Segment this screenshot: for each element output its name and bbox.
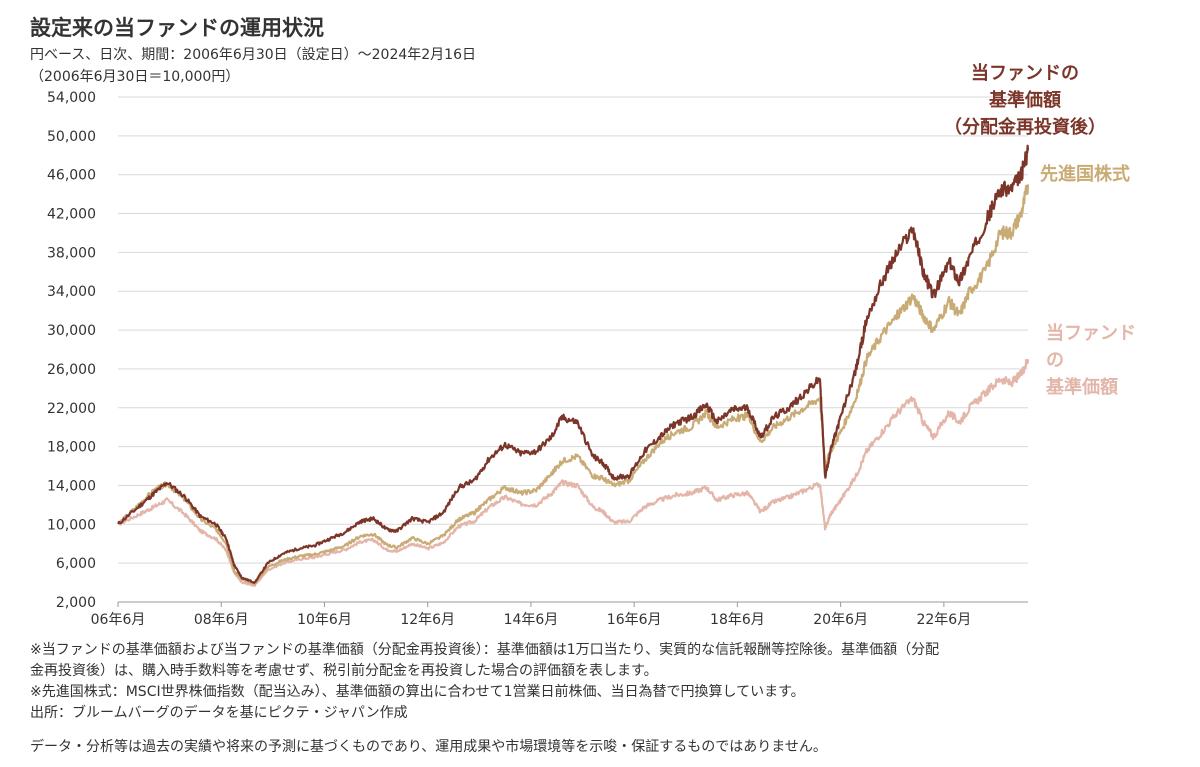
series-label-line: 当ファンド: [1046, 323, 1136, 344]
series-line-0: [117, 144, 1030, 584]
y-tick-label: 46,000: [47, 168, 96, 184]
line-chart: 54,000 50,000 46,000 42,000 38,000 34,000 30,0…: [47, 90, 1030, 628]
y-tick-label: 26,000: [47, 362, 96, 378]
footnote: ※当ファンドの基準価額および当ファンドの基準価額（分配金再投資後）：基準価額は1…: [30, 642, 940, 658]
y-tick-label: 6,000: [56, 556, 96, 572]
x-tick-label: 22年6月: [916, 612, 971, 628]
chart-subtitle: 円ベース、日次、期間：2006年6月30日（設定日）〜2024年2月16日: [30, 47, 476, 63]
y-tick-label: 2,000: [56, 595, 96, 611]
series-label-line: の: [1046, 350, 1064, 371]
y-tick-label: 50,000: [47, 129, 96, 145]
series-label-line: 基準価額: [989, 90, 1061, 111]
x-tick-label: 06年6月: [91, 612, 146, 628]
y-tick-label: 54,000: [47, 90, 96, 106]
chart-title: 設定来の当ファンドの運用状況: [30, 16, 324, 40]
footnotes: ※当ファンドの基準価額および当ファンドの基準価額（分配金再投資後）：基準価額は1…: [30, 640, 1170, 724]
footnote: 金再投資後）は、購入時手数料等を考慮せず、税引前分配金を再投資した場合の評価額を…: [30, 663, 658, 679]
y-tick-label: 34,000: [47, 284, 96, 300]
grid-lines: [118, 96, 1028, 603]
x-tick-label: 16年6月: [607, 612, 662, 628]
y-tick-label: 14,000: [47, 478, 96, 494]
x-tick-label: 18年6月: [710, 612, 765, 628]
y-tick-label: 30,000: [47, 323, 96, 339]
x-tick-label: 14年6月: [504, 612, 559, 628]
series-lines: [117, 144, 1030, 587]
series-label-line: 当ファンドの: [971, 63, 1079, 84]
y-tick-label: 38,000: [47, 245, 96, 261]
series-label-nav: 当ファンド の 基準価額: [1046, 320, 1136, 401]
series-line-2: [117, 358, 1030, 587]
disclaimer: データ・分析等は過去の実績や将来の予測に基づくものであり、運用成果や市場環境等を…: [30, 739, 827, 755]
series-label-line: （分配金再投資後）: [944, 117, 1106, 138]
y-tick-label: 42,000: [47, 207, 96, 223]
x-tick-label: 20年6月: [813, 612, 868, 628]
y-tick-label: 22,000: [47, 401, 96, 417]
x-axis-ticks: 06年6月 08年6月 10年6月 12年6月 14年6月 16年6月 18年6月 20年6月…: [91, 602, 971, 628]
y-tick-label: 18,000: [47, 440, 96, 456]
chart-base-note: （2006年6月30日＝10,000円）: [30, 69, 240, 85]
series-line-1: [117, 184, 1030, 586]
x-tick-label: 08年6月: [194, 612, 249, 628]
y-axis-ticks: 54,000 50,000 46,000 42,000 38,000 34,000 30,0…: [47, 90, 96, 611]
series-label-line: 基準価額: [1046, 377, 1118, 398]
series-label-developed: 先進国株式: [1040, 164, 1130, 185]
y-tick-label: 10,000: [47, 517, 96, 533]
footnote: ※先進国株式：MSCI世界株価指数（配当込み）、基準価額の算出に合わせて1営業日…: [30, 684, 805, 700]
series-label-nav-reinvested: 当ファンドの 基準価額 （分配金再投資後）: [920, 60, 1130, 141]
x-tick-label: 12年6月: [400, 612, 455, 628]
x-tick-label: 10年6月: [297, 612, 352, 628]
footnote: 出所：ブルームバーグのデータを基にピクテ・ジャパン作成: [30, 705, 408, 721]
